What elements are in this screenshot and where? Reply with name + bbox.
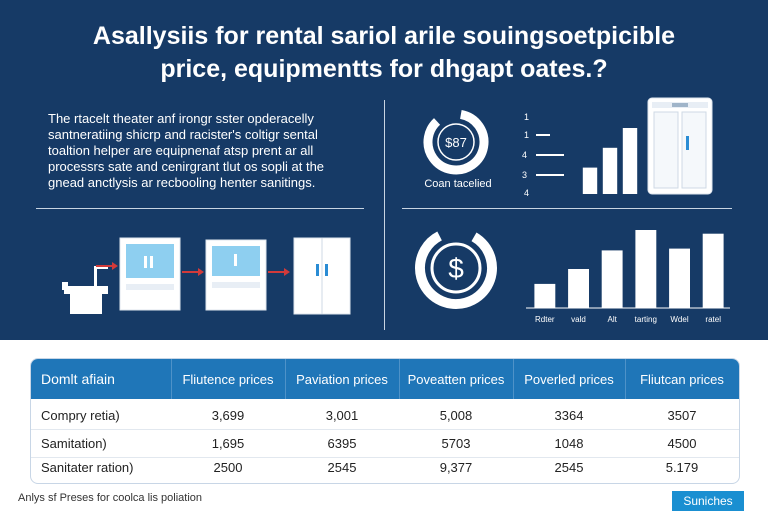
description-text: The rtacelt theater anf irongr sster opd… (48, 111, 378, 191)
table-header-cell: Poveatten prices (407, 371, 505, 387)
table-row: Sanitater ration) 2500 2545 9,377 2545 5… (31, 453, 739, 481)
chart-bar (534, 283, 556, 308)
table-cell: 9,377 (439, 459, 473, 475)
chart-tick-label: Wdel (670, 315, 688, 324)
small-bar-chart (582, 128, 638, 194)
chart-bar (601, 250, 623, 308)
infographic-header-panel: Asallysiis for rental sariol arile souin… (0, 0, 768, 340)
oven-icon (205, 239, 267, 311)
table-cell: 1,695 (211, 435, 245, 451)
chart-tick-label: Alt (608, 315, 618, 324)
chart-bar (602, 147, 618, 194)
chart-bar (568, 269, 589, 308)
table-cell: 5,008 (439, 407, 473, 423)
table-cell: Samitation) (41, 435, 107, 451)
chart-bar (702, 233, 724, 308)
dollar-symbol: $ (448, 253, 464, 284)
left-divider (36, 208, 364, 209)
footer-caption: Anlys sf Preses for coolca lis poliation (18, 492, 203, 504)
appliance-flow-icons (62, 237, 351, 315)
table-cell: 1048 (554, 435, 584, 451)
sink-icon (62, 266, 108, 314)
footer-badge: Suniches (672, 491, 744, 511)
table-header: Domlt afiain Fliutence prices Paviation … (31, 359, 739, 399)
chart-tick-label: vald (571, 315, 586, 324)
price-table: Domlt afiain Fliutence prices Paviation … (30, 358, 740, 484)
mini-axis-label: 1 (524, 130, 529, 140)
mini-axis-label: 1 (524, 112, 529, 122)
table-cell: Sanitater ration) (41, 459, 134, 475)
mini-axis-label: 4 (522, 150, 527, 160)
description-line: santneratiing shicrp and racister's colt… (48, 127, 318, 142)
donut-chart-icon: $87 (423, 109, 489, 175)
table-cell: Compry retia) (41, 407, 120, 423)
donut-caption: Coan tacelied (424, 178, 492, 190)
chart-bar (669, 248, 690, 308)
cabinet-icon (293, 237, 351, 315)
table-cell: 2500 (213, 459, 243, 475)
table-cell: 5703 (441, 435, 471, 451)
description-line: gnead anctlysis ar recbooling henter san… (48, 175, 316, 190)
description-line: processrs sate and cenirgrant tlut os so… (48, 159, 325, 174)
table-cell: 6395 (327, 435, 357, 451)
chart-tick-label: Rdter (535, 315, 555, 324)
table-cell: 5.179 (665, 459, 699, 475)
table-header-cell: Paviation prices (296, 371, 388, 387)
table-header-cell: Poverled prices (524, 371, 614, 387)
table-cell: 3,001 (325, 407, 359, 423)
chart-bar (582, 167, 598, 194)
chart-tick-label: ratel (705, 315, 721, 324)
donut-center-label: $87 (445, 135, 467, 150)
page-title: Asallysiis for rental sariol arile souin… (20, 20, 748, 86)
dishwasher-icon (119, 237, 181, 311)
refrigerator-icon (647, 97, 713, 195)
center-divider (384, 100, 385, 330)
description-line: toaltion helper are equipnenaf atsp pren… (48, 143, 314, 158)
chart-bar (635, 230, 657, 308)
mini-axis-label: 3 (522, 170, 527, 180)
table-cell: 3364 (554, 407, 584, 423)
right-divider (402, 208, 732, 209)
lower-bar-chart: Rdter vald Alt tarting Wdel ratel (526, 230, 730, 324)
table-cell: 2545 (327, 459, 357, 475)
chart-bar (622, 128, 638, 194)
description-line: The rtacelt theater anf irongr sster opd… (48, 111, 314, 126)
table-row: Compry retia) 3,699 3,001 5,008 3364 350… (31, 401, 739, 429)
chart-tick-label: tarting (635, 315, 657, 324)
table-header-cell: Fliutence prices (182, 371, 274, 387)
table-header-cell: Fliutcan prices (640, 371, 724, 387)
table-cell: 2545 (554, 459, 584, 475)
table-header-cell: Domlt afiain (41, 370, 115, 387)
mini-axis-label: 4 (524, 188, 529, 198)
dollar-coin-icon: $ (415, 227, 497, 309)
table-cell: 3,699 (211, 407, 245, 423)
table-cell: 4500 (667, 435, 697, 451)
table-cell: 3507 (667, 407, 697, 423)
table-row: Samitation) 1,695 6395 5703 1048 4500 (31, 429, 739, 457)
title-line-1: Asallysiis for rental sariol arile souin… (92, 22, 676, 50)
mini-axis: 1 1 4 3 4 (522, 112, 564, 198)
title-line-2: price, equipmentts for dhgapt oates.? (160, 55, 608, 83)
